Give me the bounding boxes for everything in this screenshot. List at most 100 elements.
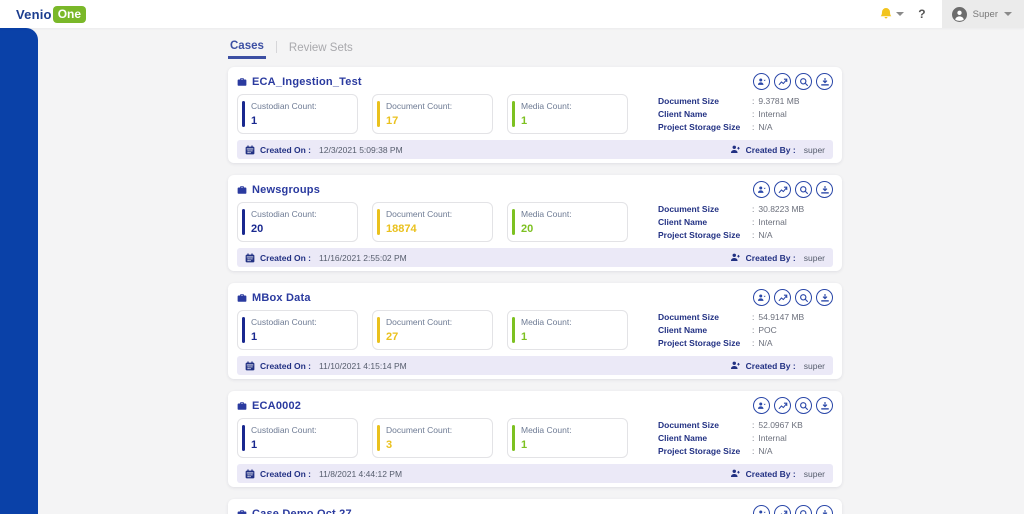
media-count-value: 1: [521, 115, 528, 127]
custodian-accent-bar: [242, 101, 245, 127]
custodian-count-value: 1: [251, 115, 258, 127]
assign-user-button[interactable]: [753, 181, 770, 198]
media-count-box: Media Count: 1: [507, 94, 628, 134]
document-count-label: Document Count:: [386, 425, 453, 435]
created-on-label: Created On :: [260, 360, 312, 371]
tab-bar: Cases Review Sets: [228, 35, 842, 59]
project-storage-row: Project Storage Size : N/A: [658, 229, 833, 242]
document-size-row: Document Size : 30.8223 MB: [658, 203, 833, 216]
chevron-down-icon: [1004, 12, 1012, 16]
created-by-value: super: [803, 468, 825, 479]
case-analytics-button[interactable]: [774, 181, 791, 198]
bell-icon: [879, 7, 893, 21]
case-card: MBox Data: [228, 283, 842, 379]
case-title-link[interactable]: Case Demo Oct 27: [237, 508, 352, 514]
case-analytics-button[interactable]: [774, 73, 791, 90]
help-button[interactable]: ?: [918, 7, 925, 21]
assign-user-icon: [757, 185, 767, 195]
document-accent-bar: [377, 425, 380, 451]
document-size-label: Document Size: [658, 420, 719, 430]
project-storage-row: Project Storage Size : N/A: [658, 337, 833, 350]
case-search-button[interactable]: [795, 289, 812, 306]
case-analytics-button[interactable]: [774, 505, 791, 514]
created-on-label: Created On :: [260, 144, 312, 155]
case-actions: [753, 289, 833, 306]
media-count-value: 20: [521, 223, 534, 235]
document-size-value: 52.0967 KB: [758, 420, 803, 430]
case-search-button[interactable]: [795, 397, 812, 414]
case-download-button[interactable]: [816, 181, 833, 198]
search-icon: [799, 509, 809, 514]
line-chart-icon: [778, 401, 788, 411]
case-title-link[interactable]: ECA_Ingestion_Test: [237, 76, 362, 88]
download-icon: [820, 293, 830, 303]
document-size-label: Document Size: [658, 96, 719, 106]
document-size-value: 54.9147 MB: [758, 312, 805, 322]
custodian-count-value: 1: [251, 331, 258, 343]
assign-user-button[interactable]: [753, 73, 770, 90]
client-name-label: Client Name: [658, 433, 708, 443]
custodian-count-label: Custodian Count:: [251, 101, 317, 111]
colon: :: [752, 204, 755, 214]
case-info: Document Size : 54.9147 MB Client Name :…: [658, 310, 833, 350]
case-download-button[interactable]: [816, 505, 833, 514]
case-card: Case Demo Oct 27: [228, 499, 842, 514]
document-size-label: Document Size: [658, 204, 719, 214]
document-count-box: Document Count: 18874: [372, 202, 493, 242]
colon: :: [752, 420, 755, 430]
assign-user-icon: [757, 77, 767, 87]
media-count-value: 1: [521, 331, 528, 343]
media-count-label: Media Count:: [521, 425, 572, 435]
search-icon: [799, 401, 809, 411]
download-icon: [820, 401, 830, 411]
notifications-button[interactable]: [879, 7, 905, 21]
case-search-button[interactable]: [795, 181, 812, 198]
project-storage-value: N/A: [758, 338, 773, 348]
case-title-link[interactable]: Newsgroups: [237, 184, 320, 196]
assign-user-button[interactable]: [753, 397, 770, 414]
assign-user-icon: [757, 509, 767, 514]
assign-user-button[interactable]: [753, 289, 770, 306]
case-card: Newsgroups: [228, 175, 842, 271]
case-search-button[interactable]: [795, 73, 812, 90]
project-storage-value: N/A: [758, 230, 773, 240]
project-storage-value: N/A: [758, 446, 773, 456]
document-size-row: Document Size : 9.3781 MB: [658, 95, 833, 108]
case-name: Newsgroups: [252, 183, 321, 196]
media-count-label: Media Count:: [521, 317, 572, 327]
case-analytics-button[interactable]: [774, 289, 791, 306]
case-download-button[interactable]: [816, 289, 833, 306]
tab-cases[interactable]: Cases: [228, 35, 266, 59]
tab-separator: [275, 41, 277, 53]
created-by-value: super: [803, 360, 825, 371]
case-download-button[interactable]: [816, 397, 833, 414]
client-name-row: Client Name : Internal: [658, 216, 833, 229]
case-search-button[interactable]: [795, 505, 812, 514]
app-header: Venio One ? Super: [0, 0, 1024, 28]
tab-review-sets[interactable]: Review Sets: [287, 37, 355, 58]
created-by-label: Created By :: [745, 468, 796, 479]
created-bar: Created On : 11/16/2021 2:55:02 PM Creat…: [237, 248, 833, 267]
user-menu-button[interactable]: Super: [941, 0, 1024, 28]
colon: :: [752, 230, 755, 240]
case-download-button[interactable]: [816, 73, 833, 90]
case-title-link[interactable]: MBox Data: [237, 292, 311, 304]
case-title-link[interactable]: ECA0002: [237, 400, 301, 412]
custodian-count-label: Custodian Count:: [251, 425, 317, 435]
main-content: Cases Review Sets ECA_Ingestion_Test: [228, 28, 842, 514]
document-size-row: Document Size : 52.0967 KB: [658, 419, 833, 432]
document-count-label: Document Count:: [386, 101, 453, 111]
avatar-icon: [951, 6, 967, 22]
media-count-box: Media Count: 1: [507, 418, 628, 458]
project-storage-label: Project Storage Size: [658, 338, 741, 348]
document-size-row: Document Size : 54.9147 MB: [658, 311, 833, 324]
client-name-value: Internal: [758, 109, 787, 119]
created-by-label: Created By :: [745, 360, 796, 371]
case-analytics-button[interactable]: [774, 397, 791, 414]
case-actions: [753, 505, 833, 514]
media-accent-bar: [512, 101, 515, 127]
custodian-accent-bar: [242, 209, 245, 235]
media-count-box: Media Count: 1: [507, 310, 628, 350]
briefcase-icon: [237, 293, 247, 303]
assign-user-button[interactable]: [753, 505, 770, 514]
